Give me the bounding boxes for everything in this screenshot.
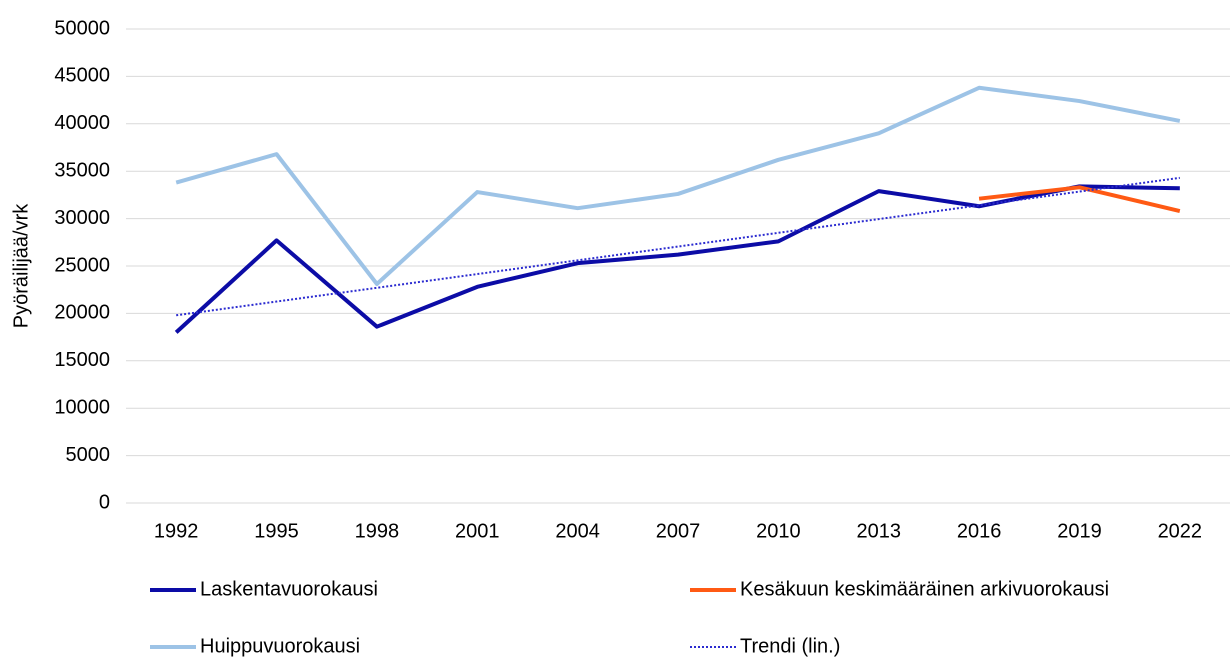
y-axis-label: Pyöräilijää/vrk <box>10 203 32 328</box>
y-tick-label: 0 <box>99 491 110 513</box>
y-tick-label: 5000 <box>66 444 111 466</box>
y-tick-label: 10000 <box>54 396 110 418</box>
legend-label: Laskentavuorokausi <box>200 578 378 600</box>
series-line <box>175 85 1181 287</box>
x-tick-label: 2004 <box>555 520 600 542</box>
x-tick-label: 1995 <box>254 520 299 542</box>
legend-label: Kesäkuun keskimääräinen arkivuorokausi <box>740 578 1109 600</box>
series-line <box>978 185 1181 213</box>
y-tick-label: 40000 <box>54 112 110 134</box>
legend-label: Trendi (lin.) <box>740 635 840 657</box>
series-line <box>174 184 1180 334</box>
y-tick-label: 20000 <box>54 302 110 324</box>
x-tick-label: 2001 <box>455 520 500 542</box>
x-tick-label: 1998 <box>355 520 400 542</box>
y-tick-label: 15000 <box>54 349 110 371</box>
y-tick-label: 35000 <box>54 159 110 181</box>
y-tick-label: 45000 <box>54 65 110 87</box>
x-tick-label: 1992 <box>154 520 199 542</box>
y-tick-label: 25000 <box>54 254 110 276</box>
x-tick-label: 2013 <box>856 520 901 542</box>
y-tick-label: 30000 <box>54 207 110 229</box>
x-tick-label: 2022 <box>1158 520 1203 542</box>
x-tick-label: 2010 <box>756 520 801 542</box>
y-tick-label: 50000 <box>54 17 110 39</box>
x-tick-label: 2016 <box>957 520 1002 542</box>
x-tick-label: 2019 <box>1057 520 1102 542</box>
x-tick-label: 2007 <box>656 520 701 542</box>
series-line <box>176 176 1180 317</box>
legend-label: Huippuvuorokausi <box>200 635 360 657</box>
